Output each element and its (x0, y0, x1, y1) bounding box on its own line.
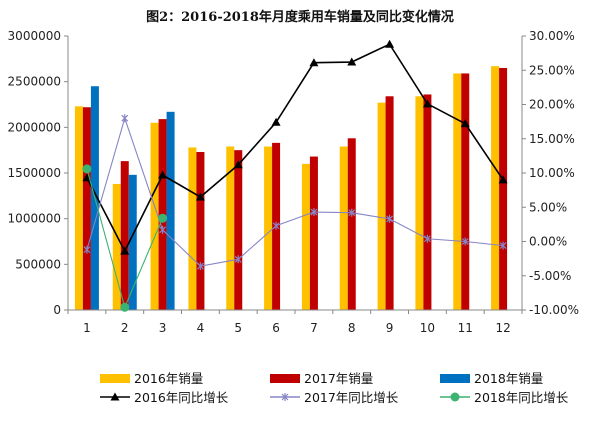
legend-swatch (270, 374, 300, 383)
x-tick-label: 11 (458, 321, 473, 335)
point-2017年同比增长 (348, 208, 356, 217)
point-2016年同比增长 (422, 99, 432, 108)
bar-2016年销量 (301, 163, 310, 310)
point-2018年同比增长 (158, 213, 168, 223)
bar-2017年销量 (234, 150, 243, 310)
point-2016年同比增长 (158, 170, 168, 179)
right-tick-label: 5.00% (529, 200, 567, 214)
point-2016年同比增长 (309, 58, 319, 67)
left-tick-label: 2500000 (8, 75, 61, 89)
left-tick-label: 2000000 (8, 120, 61, 134)
bar-2016年销量 (491, 66, 500, 310)
legend-label: 2018年同比增长 (474, 390, 569, 405)
point-2017年同比增长 (461, 237, 469, 246)
point-2017年同比增长 (386, 214, 394, 223)
bar-2017年销量 (196, 151, 205, 310)
point-2016年同比增长 (233, 160, 243, 169)
right-tick-label: 30.00% (529, 29, 575, 43)
bar-2017年销量 (461, 73, 470, 311)
legend-swatch (440, 374, 470, 383)
x-tick-label: 12 (495, 321, 510, 335)
x-tick-label: 4 (197, 321, 205, 335)
point-2017年同比增长 (83, 245, 91, 254)
point-2018年同比增长 (120, 302, 130, 312)
point-2016年同比增长 (347, 57, 357, 66)
legend-marker (450, 392, 460, 402)
bar-2017年销量 (120, 161, 129, 310)
bar-2016年销量 (377, 102, 386, 310)
left-tick-label: 1000000 (8, 212, 61, 226)
legend-label: 2017年销量 (304, 371, 373, 386)
bar-2017年销量 (385, 96, 394, 310)
right-tick-label: 20.00% (529, 98, 575, 112)
right-tick-label: 0.00% (529, 235, 567, 249)
bar-2016年销量 (74, 106, 83, 311)
line-2017年同比增长 (86, 116, 504, 267)
bar-2016年销量 (453, 73, 462, 311)
right-tick-label: 10.00% (529, 166, 575, 180)
bar-2018年销量 (128, 174, 137, 310)
legend-marker (281, 393, 289, 401)
right-tick-label: -10.00% (529, 303, 579, 317)
right-tick-label: -5.00% (529, 269, 571, 283)
point-2017年同比增长 (499, 241, 507, 250)
bar-2017年销量 (499, 67, 508, 310)
legend-label: 2018年销量 (474, 371, 543, 386)
bar-2016年销量 (112, 183, 121, 310)
right-tick-label: 15.00% (529, 132, 575, 146)
point-2016年同比增长 (120, 246, 130, 255)
bar-2017年销量 (423, 94, 432, 310)
bar-2016年销量 (226, 146, 235, 310)
bar-2016年销量 (150, 122, 159, 311)
x-tick-label: 2 (121, 321, 129, 335)
x-tick-label: 6 (272, 321, 280, 335)
chart-title: 图2：2016-2018年月度乘用车销量及同比变化情况 (146, 9, 454, 25)
point-2017年同比增长 (196, 262, 204, 271)
bar-2016年销量 (339, 146, 348, 310)
x-tick-label: 8 (348, 321, 356, 335)
right-tick-label: 25.00% (529, 63, 575, 77)
left-tick-label: 1500000 (8, 166, 61, 180)
point-2016年同比增长 (195, 192, 205, 201)
x-tick-label: 5 (234, 321, 242, 335)
bar-2017年销量 (82, 107, 91, 311)
point-2017年同比增长 (423, 234, 431, 243)
left-tick-label: 500000 (15, 257, 61, 271)
bar-2016年销量 (264, 146, 273, 310)
legend-label: 2016年销量 (134, 371, 203, 386)
point-2017年同比增长 (159, 225, 167, 234)
point-2018年同比增长 (82, 164, 92, 174)
legend-marker (110, 392, 120, 401)
legend-label: 2016年同比增长 (134, 390, 229, 405)
point-2016年同比增长 (82, 173, 92, 182)
point-2016年同比增长 (385, 39, 395, 48)
x-tick-label: 10 (420, 321, 435, 335)
x-tick-label: 9 (386, 321, 394, 335)
x-tick-label: 1 (83, 321, 91, 335)
bar-2016年销量 (188, 147, 197, 310)
left-tick-label: 3000000 (8, 29, 61, 43)
point-2017年同比增长 (234, 255, 242, 264)
point-2017年同比增长 (310, 208, 318, 217)
point-2017年同比增长 (272, 221, 280, 230)
bar-2016年销量 (415, 96, 424, 310)
left-tick-label: 0 (53, 303, 61, 317)
x-tick-label: 3 (159, 321, 167, 335)
point-2016年同比增长 (498, 175, 508, 184)
bar-2017年销量 (309, 156, 318, 310)
line-2016年同比增长 (86, 43, 504, 253)
bar-2017年销量 (347, 138, 356, 310)
legend-label: 2017年同比增长 (304, 390, 399, 405)
bar-2018年销量 (166, 111, 175, 310)
point-2016年同比增长 (271, 117, 281, 126)
point-2016年同比增长 (460, 119, 470, 128)
legend-swatch (100, 374, 130, 383)
x-tick-label: 7 (310, 321, 318, 335)
point-2017年同比增长 (121, 114, 129, 123)
